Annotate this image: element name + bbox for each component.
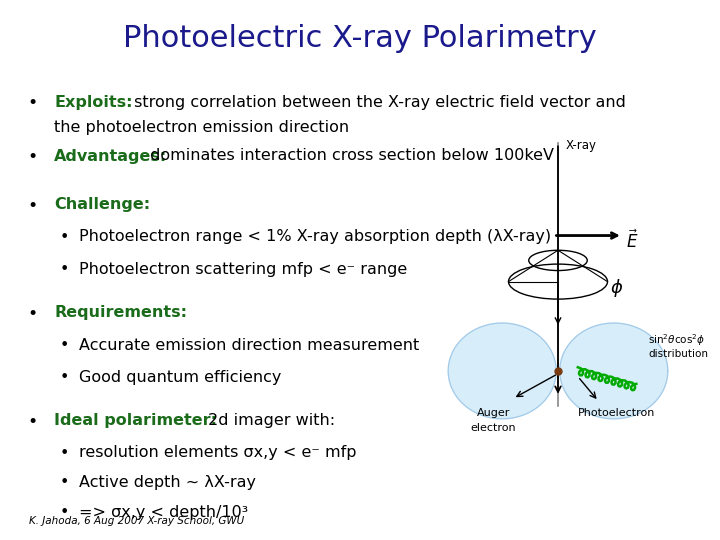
Text: Auger: Auger <box>477 408 510 418</box>
Text: •: • <box>60 505 70 520</box>
Text: sin$^2\theta$cos$^2\phi$: sin$^2\theta$cos$^2\phi$ <box>648 332 705 348</box>
Text: •: • <box>27 197 37 215</box>
Text: Advantages:: Advantages: <box>54 148 167 164</box>
Text: K. Jahoda, 6 Aug 2007 X-ray School, GWU: K. Jahoda, 6 Aug 2007 X-ray School, GWU <box>29 516 244 526</box>
Text: Ideal polarimeter:: Ideal polarimeter: <box>54 413 217 428</box>
Text: •: • <box>60 338 70 353</box>
Text: Photoelectron range < 1% X-ray absorption depth (λX-ray): Photoelectron range < 1% X-ray absorptio… <box>79 230 552 245</box>
Text: the photoelectron emission direction: the photoelectron emission direction <box>54 120 349 136</box>
Text: •: • <box>60 230 70 245</box>
Text: •: • <box>60 446 70 461</box>
Text: •: • <box>27 413 37 431</box>
Text: $\phi$: $\phi$ <box>611 277 624 299</box>
Text: Photoelectron: Photoelectron <box>578 408 655 418</box>
Text: •: • <box>60 262 70 277</box>
Text: •: • <box>27 305 37 323</box>
Text: Accurate emission direction measurement: Accurate emission direction measurement <box>79 338 420 353</box>
Text: •: • <box>60 370 70 385</box>
Text: Exploits:: Exploits: <box>54 94 132 110</box>
Text: Good quantum efficiency: Good quantum efficiency <box>79 370 282 385</box>
Polygon shape <box>449 323 557 419</box>
Text: 2d imager with:: 2d imager with: <box>203 413 336 428</box>
Text: $\vec{E}$: $\vec{E}$ <box>626 229 639 252</box>
Text: strong correlation between the X-ray electric field vector and: strong correlation between the X-ray ele… <box>128 94 626 110</box>
Text: Photoelectron scattering mfp < e⁻ range: Photoelectron scattering mfp < e⁻ range <box>79 262 408 277</box>
Text: •: • <box>27 94 37 112</box>
Text: distribution: distribution <box>648 349 708 359</box>
Text: •: • <box>27 148 37 166</box>
Text: Active depth ~ λX-ray: Active depth ~ λX-ray <box>79 475 256 490</box>
Text: Photoelectric X-ray Polarimetry: Photoelectric X-ray Polarimetry <box>123 24 597 53</box>
Text: Challenge:: Challenge: <box>54 197 150 212</box>
Text: X-ray: X-ray <box>565 139 596 152</box>
Text: Requirements:: Requirements: <box>54 305 187 320</box>
Text: resolution elements σx,y < e⁻ mfp: resolution elements σx,y < e⁻ mfp <box>79 446 356 461</box>
Text: electron: electron <box>470 422 516 433</box>
Text: •: • <box>60 475 70 490</box>
Polygon shape <box>560 323 668 419</box>
Text: dominates interaction cross section below 100keV: dominates interaction cross section belo… <box>145 148 554 164</box>
Text: => σx,y < depth/10³: => σx,y < depth/10³ <box>79 505 248 520</box>
